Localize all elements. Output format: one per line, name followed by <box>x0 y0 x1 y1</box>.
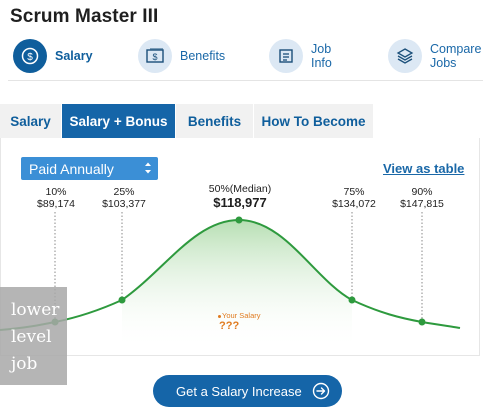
percentile-25-value: $103,377 <box>102 198 146 210</box>
stack-icon <box>388 39 422 73</box>
percentile-90-value: $147,815 <box>400 198 444 210</box>
tab-how-to-become[interactable]: How To Become <box>254 104 373 138</box>
your-salary-label: Your Salary <box>218 311 261 320</box>
nav-compare-jobs-label: Compare Jobs <box>430 42 482 70</box>
nav-salary[interactable]: $ Salary <box>13 38 93 74</box>
nav-salary-label: Salary <box>55 49 93 63</box>
curve-area <box>122 220 352 350</box>
svg-text:$: $ <box>27 52 33 63</box>
percentile-25-label: 25% <box>113 186 135 198</box>
nav-job-info[interactable]: Job Info <box>269 38 332 74</box>
svg-text:$: $ <box>152 52 157 62</box>
salary-distribution-curve <box>0 212 461 350</box>
point-75 <box>348 296 356 304</box>
your-salary-value: ??? <box>219 320 240 332</box>
percentile-75: 75% $134,072 <box>321 186 387 210</box>
tab-salary-bonus[interactable]: Salary + Bonus <box>62 104 175 138</box>
watermark-box <box>0 287 67 385</box>
nav-compare-jobs[interactable]: Compare Jobs <box>388 38 481 74</box>
page-title: Scrum Master III <box>10 6 159 27</box>
point-50 <box>235 216 243 224</box>
percentile-90-label: 90% <box>411 186 433 198</box>
dollar-coin-icon: $ <box>13 39 47 73</box>
get-salary-increase-button[interactable]: Get a Salary Increase <box>153 375 342 407</box>
nav-benefits[interactable]: $ Benefits <box>138 38 225 74</box>
percentile-10-label: 10% <box>45 186 67 198</box>
percentile-25: 25% $103,377 <box>91 186 157 210</box>
point-25 <box>118 296 126 304</box>
percentile-90: 90% $147,815 <box>389 186 455 210</box>
tab-bar: Salary Salary + Bonus Benefits How To Be… <box>0 104 483 138</box>
nav-divider <box>8 80 483 81</box>
dollar-bill-icon: $ <box>138 39 172 73</box>
percentile-75-label: 75% <box>343 186 365 198</box>
nav-benefits-label: Benefits <box>180 49 226 63</box>
watermark-text: lower level job <box>11 300 60 374</box>
tab-salary[interactable]: Salary <box>0 104 61 138</box>
percentile-75-value: $134,072 <box>332 198 376 210</box>
document-icon <box>269 39 303 73</box>
percentile-50-label: 50%(Median) <box>208 183 272 195</box>
view-as-table-link[interactable]: View as table <box>383 161 465 176</box>
up-down-caret-icon <box>145 162 151 174</box>
percentile-10-value: $89,174 <box>37 198 75 210</box>
top-nav: $ Salary $ Benefits Job Info Compare Job… <box>0 38 483 78</box>
tab-benefits[interactable]: Benefits <box>176 104 253 138</box>
cta-label: Get a Salary Increase <box>176 383 302 399</box>
arrow-right-circle-icon <box>312 382 330 400</box>
your-salary-dot-icon <box>218 314 221 318</box>
percentile-10: 10% $89,174 <box>26 186 86 210</box>
point-90 <box>418 318 426 326</box>
percentile-50: 50%(Median) $118,977 <box>190 182 290 210</box>
period-select-value: Paid Annually <box>29 160 114 177</box>
period-select[interactable]: Paid Annually <box>21 157 158 180</box>
nav-job-info-label: Job Info <box>311 42 332 70</box>
percentile-50-value: $118,977 <box>213 195 267 210</box>
